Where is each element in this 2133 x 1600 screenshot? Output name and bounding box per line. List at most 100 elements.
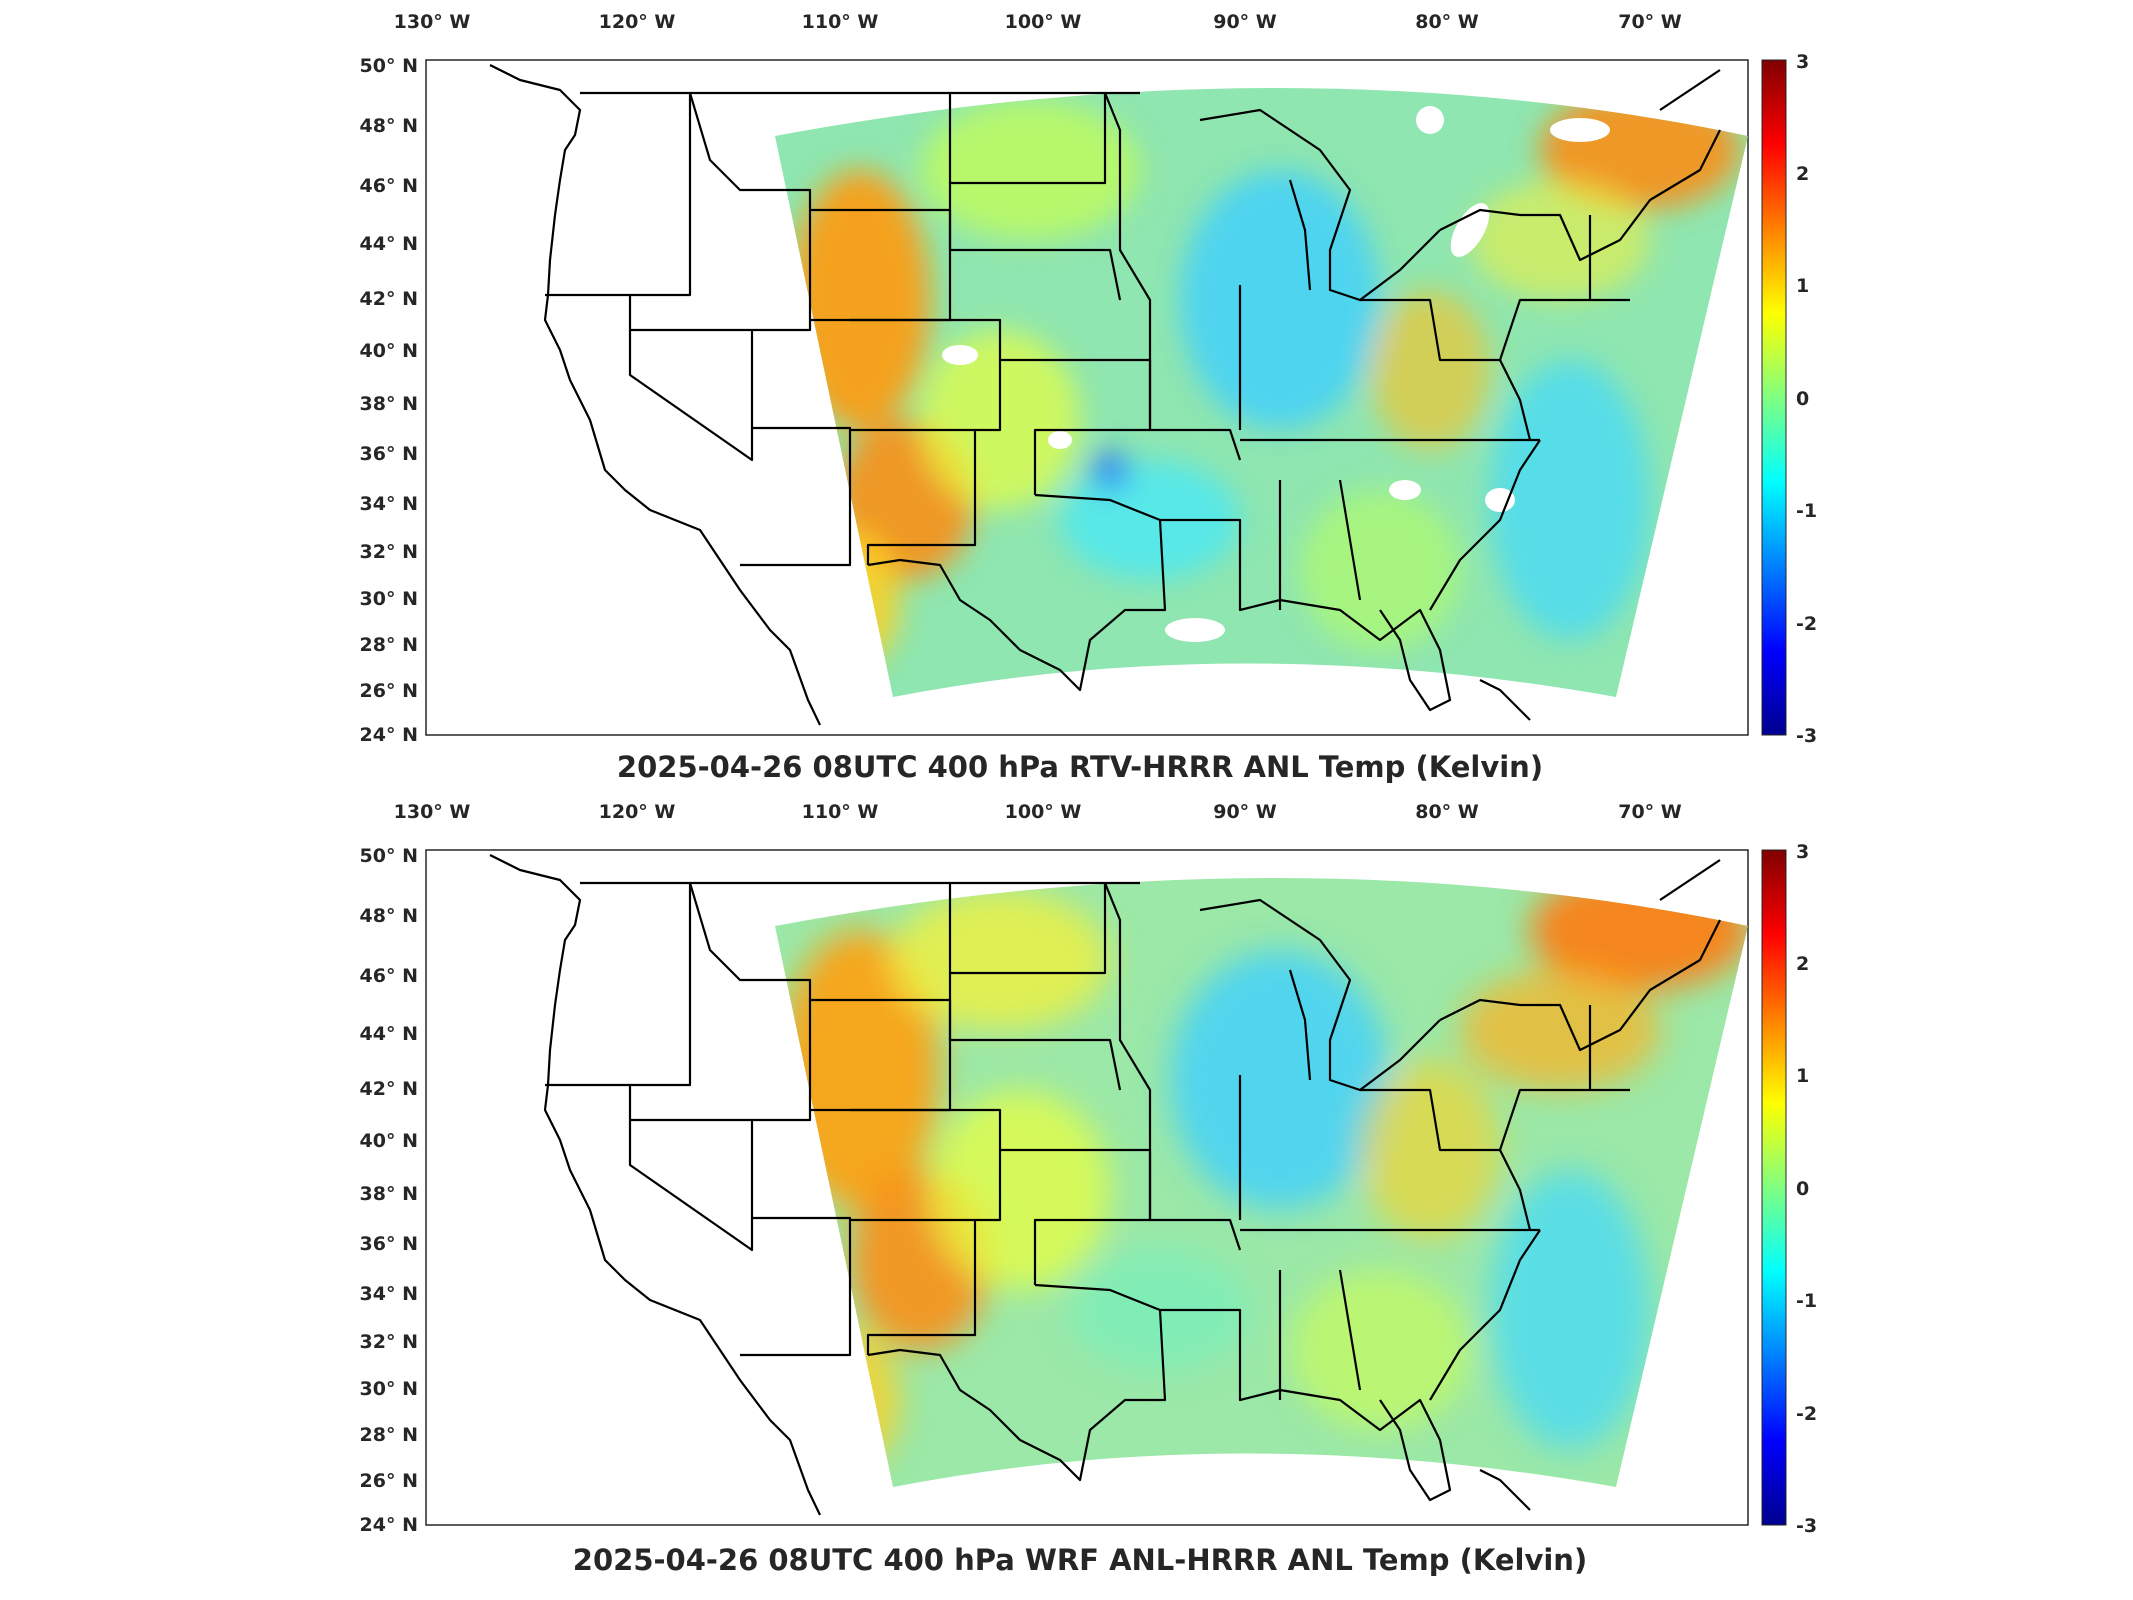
new-mexico [866, 430, 977, 565]
colorbar-tick: 0 [1796, 1178, 1809, 1200]
northeast-coast [1439, 919, 1721, 1052]
lat-tick: 46° N [360, 965, 418, 987]
colorbar-tick: -1 [1796, 1290, 1817, 1312]
idaho-nevada [630, 92, 812, 332]
ny-border [1588, 215, 1630, 302]
lat-tick: 40° N [360, 1130, 418, 1152]
temperature-field [775, 88, 1748, 697]
lat-tick: 28° N [360, 1424, 418, 1446]
lat-tick: 48° N [360, 115, 418, 137]
colorbar-tick: 0 [1796, 388, 1809, 410]
al-ga-border [1338, 1269, 1362, 1391]
colorbar-tick: -1 [1796, 500, 1817, 522]
lat-tick: 44° N [360, 1023, 418, 1045]
chart-title: 2025-04-26 08UTC 400 hPa WRF ANL-HRRR AN… [573, 1543, 1587, 1577]
gulf-coast [1160, 518, 1452, 712]
lat-tick: 44° N [360, 233, 418, 255]
idaho-nevada [630, 882, 812, 1122]
lat-tick: 24° N [360, 724, 418, 746]
lat-tick: 38° N [360, 393, 418, 415]
lat-tick: 32° N [360, 541, 418, 563]
lon-tick: 110° W [802, 801, 879, 823]
lon-tick: 120° W [599, 801, 676, 823]
montana-dakota [948, 883, 1107, 975]
great-lakes [1199, 108, 1441, 302]
map-figure-wrf: 130° W 120° W 110° W 100° W 90° W 80° W … [360, 801, 1818, 1577]
colorbar-tick: 3 [1796, 841, 1809, 863]
anom-southeast [1290, 1270, 1470, 1430]
colorado [850, 318, 1002, 432]
lat-tick: 28° N [360, 634, 418, 656]
south-dakota [948, 973, 1122, 1091]
lon-tick: 70° W [1618, 801, 1682, 823]
lat-tick: 26° N [360, 680, 418, 702]
colorbar [1761, 849, 1787, 1526]
temperature-field [775, 878, 1748, 1487]
montana-dakota [948, 93, 1107, 185]
colorbar [1761, 59, 1787, 736]
anom-newengland [1460, 970, 1660, 1090]
arizona-border [740, 1216, 852, 1357]
anom-appalachia [1360, 1060, 1500, 1240]
map-figure-rtv: 130° W 120° W 110° W 100° W 90° W 80° W … [360, 11, 1818, 784]
anom-montana [890, 890, 1110, 1030]
lat-tick: 36° N [360, 443, 418, 465]
lat-tick: 38° N [360, 1183, 418, 1205]
map-borders [489, 64, 1721, 726]
map-panel-rtv: 130° W 120° W 110° W 100° W 90° W 80° W … [0, 0, 2133, 790]
missing-data-patches [942, 106, 1610, 642]
west-coast [489, 64, 821, 726]
map-borders [489, 854, 1721, 1516]
lon-tick: 130° W [394, 11, 471, 33]
lat-tick: 32° N [360, 1331, 418, 1353]
colorado [850, 1108, 1002, 1222]
anom-texas [1060, 460, 1240, 580]
lat-tick: 42° N [360, 1078, 418, 1100]
lat-tick: 46° N [360, 175, 418, 197]
anom-appalachia [1370, 290, 1490, 450]
colorbar-tick: 3 [1796, 51, 1809, 73]
lat-tick: 24° N [360, 1514, 418, 1536]
bahamas [1479, 679, 1531, 721]
colorbar-labels: 3 2 1 0 -1 -2 -3 [1796, 841, 1817, 1537]
anom-midwest [1180, 170, 1380, 430]
colorbar-tick: 2 [1796, 953, 1809, 975]
anom-atlantic [1490, 1170, 1650, 1450]
map-panel-wrf: 130° W 120° W 110° W 100° W 90° W 80° W … [0, 790, 2133, 1590]
or-ca-border [545, 93, 692, 297]
lon-tick: 110° W [802, 11, 879, 33]
bahamas [1479, 1469, 1531, 1511]
texas [867, 1283, 1167, 1482]
ohio-pa [1360, 298, 1590, 362]
or-ca-border [545, 883, 692, 1087]
colorbar-tick: -2 [1796, 1403, 1817, 1425]
west-coast [489, 854, 821, 1516]
gulf-stlawrence [1659, 859, 1721, 901]
texas [867, 493, 1167, 692]
gulf-coast [1160, 1308, 1452, 1502]
colorbar-tick: -2 [1796, 613, 1817, 635]
great-lakes [1199, 898, 1441, 1092]
lat-tick: 30° N [360, 588, 418, 610]
anom-southeast [1300, 490, 1460, 650]
colorbar-tick: 1 [1796, 275, 1809, 297]
lat-tick: 50° N [360, 55, 418, 77]
central-border [1103, 882, 1242, 1251]
lat-tick-labels: 50° N 48° N 46° N 44° N 42° N 40° N 38° … [360, 845, 418, 1536]
lon-tick: 90° W [1213, 801, 1277, 823]
lat-tick: 30° N [360, 1378, 418, 1400]
lat-tick: 42° N [360, 288, 418, 310]
lon-tick: 80° W [1415, 801, 1479, 823]
ny-border [1588, 1005, 1630, 1092]
anom-midwest [1170, 950, 1390, 1210]
colorbar-labels: 3 2 1 0 -1 -2 -3 [1796, 51, 1817, 747]
east-coast [1429, 439, 1541, 611]
central-border [1103, 92, 1242, 461]
ohio-pa [1360, 1088, 1590, 1152]
field-anomalies [780, 878, 1748, 1470]
anom-rockies [790, 170, 930, 430]
lon-tick: 100° W [1005, 801, 1082, 823]
colorbar-tick: -3 [1796, 725, 1817, 747]
lon-tick: 90° W [1213, 11, 1277, 33]
lat-tick-labels: 50° N 48° N 46° N 44° N 42° N 40° N 38° … [360, 55, 418, 746]
